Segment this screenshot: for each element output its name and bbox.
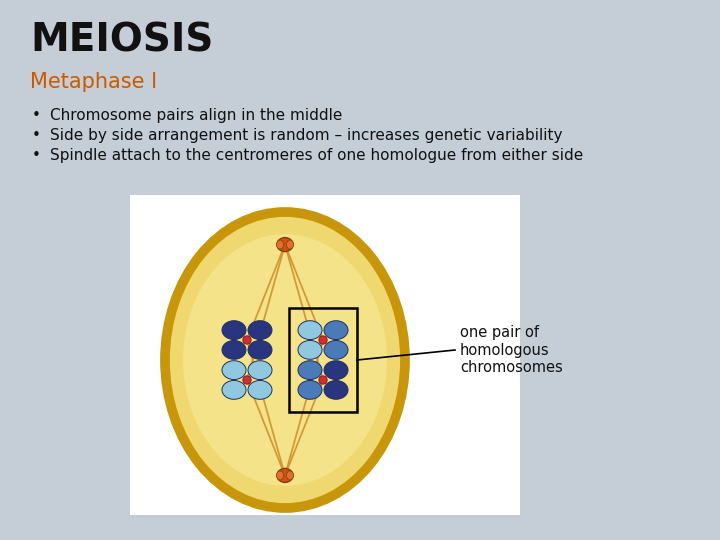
Text: Chromosome pairs align in the middle: Chromosome pairs align in the middle xyxy=(50,108,343,123)
Ellipse shape xyxy=(248,361,272,380)
Ellipse shape xyxy=(222,381,246,399)
Ellipse shape xyxy=(248,321,272,340)
Text: one pair of
homologous
chromosomes: one pair of homologous chromosomes xyxy=(460,325,563,375)
Ellipse shape xyxy=(298,381,322,399)
Ellipse shape xyxy=(248,341,272,359)
Ellipse shape xyxy=(222,361,246,380)
Ellipse shape xyxy=(319,336,327,344)
Ellipse shape xyxy=(324,381,348,399)
Ellipse shape xyxy=(248,381,272,399)
Text: MEIOSIS: MEIOSIS xyxy=(30,22,213,60)
Ellipse shape xyxy=(222,321,246,340)
Ellipse shape xyxy=(298,321,322,340)
Ellipse shape xyxy=(324,321,348,340)
Text: •: • xyxy=(32,148,41,163)
Ellipse shape xyxy=(319,376,327,384)
Text: Metaphase I: Metaphase I xyxy=(30,72,157,92)
Ellipse shape xyxy=(287,240,294,249)
Ellipse shape xyxy=(276,471,284,480)
Ellipse shape xyxy=(243,376,251,384)
Ellipse shape xyxy=(277,238,293,252)
Ellipse shape xyxy=(183,234,387,486)
Ellipse shape xyxy=(324,361,348,380)
Ellipse shape xyxy=(165,212,405,508)
Ellipse shape xyxy=(222,341,246,359)
Ellipse shape xyxy=(298,341,322,359)
Bar xyxy=(130,195,520,515)
Ellipse shape xyxy=(287,471,294,480)
Ellipse shape xyxy=(276,240,284,249)
Text: Spindle attach to the centromeres of one homologue from either side: Spindle attach to the centromeres of one… xyxy=(50,148,583,163)
Text: •: • xyxy=(32,108,41,123)
Text: •: • xyxy=(32,128,41,143)
Text: Side by side arrangement is random – increases genetic variability: Side by side arrangement is random – inc… xyxy=(50,128,562,143)
Bar xyxy=(289,308,357,412)
Ellipse shape xyxy=(277,468,293,482)
Ellipse shape xyxy=(298,361,322,380)
Ellipse shape xyxy=(243,336,251,344)
Ellipse shape xyxy=(324,341,348,359)
